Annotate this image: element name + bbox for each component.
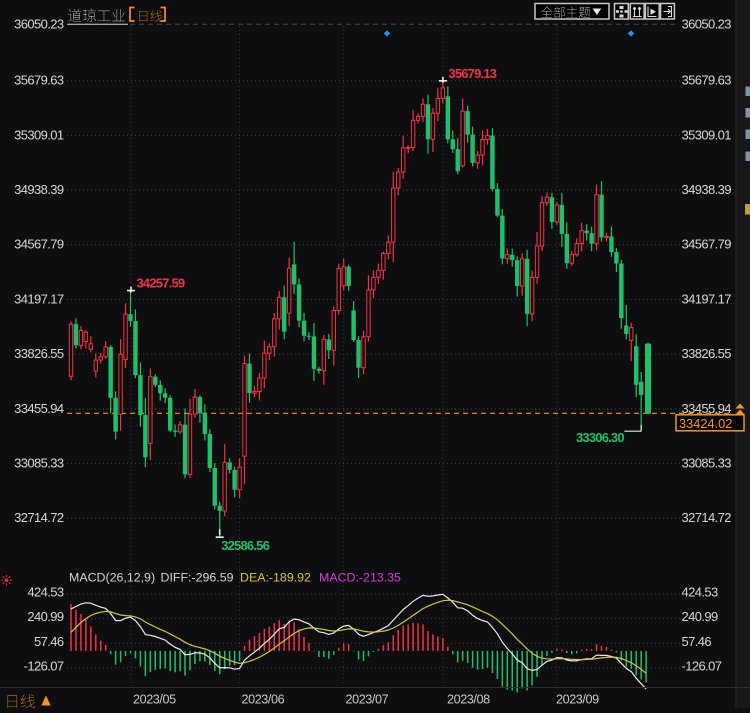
svg-text:MACD(26,12,9): MACD(26,12,9) [69, 571, 155, 585]
svg-text:33424.02: 33424.02 [679, 416, 732, 431]
svg-text:240.99: 240.99 [682, 609, 719, 624]
svg-text:32714.72: 32714.72 [14, 510, 64, 525]
svg-text:2023/07: 2023/07 [346, 693, 389, 707]
svg-text:2023/06: 2023/06 [242, 693, 285, 707]
svg-text:35679.63: 35679.63 [682, 73, 732, 88]
svg-text:33306.30: 33306.30 [576, 430, 624, 445]
svg-text:33455.94: 33455.94 [14, 401, 64, 416]
svg-text:34257.59: 34257.59 [137, 276, 185, 291]
svg-text:35309.01: 35309.01 [14, 127, 64, 142]
svg-text:2023/05: 2023/05 [133, 693, 176, 707]
svg-text:-126.07: -126.07 [682, 658, 722, 673]
svg-text:34938.39: 34938.39 [14, 182, 64, 197]
svg-text:32586.56: 32586.56 [221, 538, 269, 553]
svg-text:34567.79: 34567.79 [14, 237, 64, 252]
svg-text:424.53: 424.53 [682, 585, 719, 600]
svg-text:33826.55: 33826.55 [682, 346, 732, 361]
svg-text:34197.17: 34197.17 [682, 291, 732, 306]
svg-text:57.46: 57.46 [682, 634, 712, 649]
svg-text:240.99: 240.99 [27, 609, 64, 624]
svg-text:34567.79: 34567.79 [682, 237, 732, 252]
svg-text:35309.01: 35309.01 [682, 127, 732, 142]
svg-text:33826.55: 33826.55 [14, 346, 64, 361]
svg-text:34938.39: 34938.39 [682, 182, 732, 197]
svg-text:2023/09: 2023/09 [556, 693, 599, 707]
svg-text:34197.17: 34197.17 [14, 291, 64, 306]
svg-text:-126.07: -126.07 [24, 658, 64, 673]
svg-text:MACD:-213.35: MACD:-213.35 [319, 571, 401, 585]
svg-text:33085.33: 33085.33 [682, 456, 732, 471]
svg-text:35679.13: 35679.13 [448, 66, 496, 81]
svg-text:2023/08: 2023/08 [447, 693, 490, 707]
svg-text:35679.63: 35679.63 [14, 73, 64, 88]
svg-text:57.46: 57.46 [34, 634, 64, 649]
svg-text:DEA:-189.92: DEA:-189.92 [240, 571, 311, 585]
svg-text:DIFF:-296.59: DIFF:-296.59 [161, 571, 234, 585]
svg-text:32714.72: 32714.72 [682, 510, 732, 525]
svg-text:36050.23: 36050.23 [682, 17, 732, 32]
svg-text:33085.33: 33085.33 [14, 456, 64, 471]
svg-text:36050.23: 36050.23 [14, 17, 64, 32]
svg-text:424.53: 424.53 [27, 585, 64, 600]
